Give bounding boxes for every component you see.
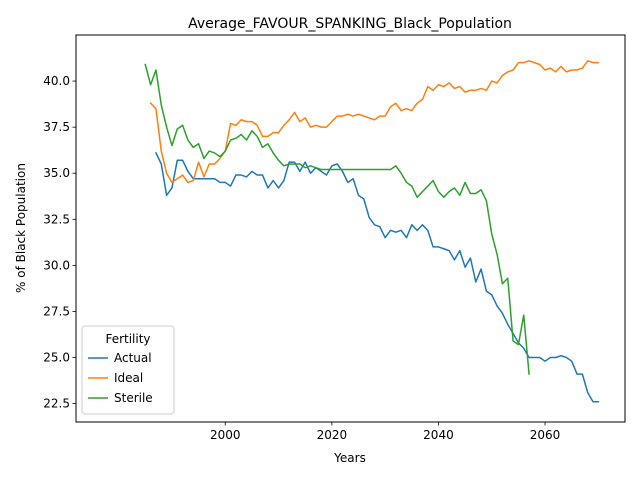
legend: Fertility Actual Ideal Sterile [81,325,175,415]
legend-title: Fertility [105,332,150,346]
y-tick-label: 40.0 [43,74,70,88]
legend-box [81,325,175,415]
y-tick-label: 30.0 [43,258,70,272]
plot-frame [75,34,626,423]
x-axis-ticks: 2000 2020 2040 2060 [210,422,560,442]
y-tick-label: 37.5 [43,120,70,134]
x-tick-label: 2000 [210,428,241,442]
x-tick-label: 2040 [423,428,454,442]
y-tick-label: 25.0 [43,351,70,365]
x-axis-label: Years [333,451,366,465]
legend-label-ideal: Ideal [114,371,143,385]
legend-label-sterile: Sterile [114,391,153,405]
y-axis-ticks: 22.5 25.0 27.5 30.0 32.5 35.0 37.5 40.0 [43,74,76,411]
x-tick-label: 2020 [317,428,348,442]
series-line-actual [154,151,600,403]
series-line-sterile [144,63,530,375]
series-layer [144,60,600,403]
y-axis-label: % of Black Population [14,163,28,293]
x-tick-label: 2060 [530,428,561,442]
y-tick-label: 22.5 [43,397,70,411]
y-tick-label: 27.5 [43,304,70,318]
chart-title: Average_FAVOUR_SPANKING_Black_Population [188,16,512,32]
legend-label-actual: Actual [114,351,152,365]
y-tick-label: 35.0 [43,166,70,180]
y-tick-label: 32.5 [43,212,70,226]
